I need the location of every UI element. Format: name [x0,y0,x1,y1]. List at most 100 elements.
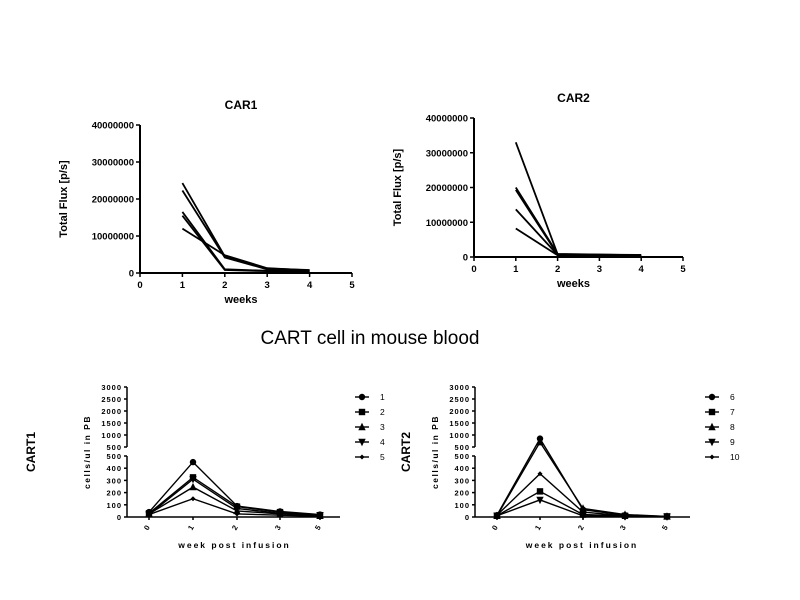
cart1-series-5-point [317,513,323,519]
car2-y-tick-label: 10000000 [426,218,468,229]
cart2-series-7-point [536,488,544,495]
car2-title: CAR2 [557,91,590,105]
car2-x-tick-label: 1 [513,264,519,275]
cart1-ylabel: cells/ul in PB [82,415,92,489]
car2-y-tick-label: 40000000 [426,114,468,125]
cart2-series-10-point [622,513,628,519]
cart2-x-tick-label: 1 [533,524,543,532]
car1-x-tick-label: 2 [222,280,227,291]
cart1-legend-label-2: 2 [380,407,385,417]
cart1-legend-marker-1 [358,393,366,401]
cart1-x-tick-label: 1 [186,524,196,532]
cart1-series-1-point [189,458,197,466]
cart1-y-tick-label: 2500 [101,395,122,404]
car2-ylabel: Total Flux [p/s] [392,148,404,226]
cart2-legend-marker-10 [709,454,715,460]
cart2-legend-label-6: 6 [730,392,735,402]
cart1-x-tick-label: 2 [230,524,240,532]
cart2-y-tick-label: 400 [454,464,470,473]
car2-series-5-line [515,227,642,258]
cart1-series-4-point [233,505,241,513]
car1-series-1-line [181,182,310,271]
cart1-legend-marker-3 [358,422,366,431]
car1-y-tick-label: 10000000 [92,232,134,243]
car1-x-tick-label: 4 [307,280,313,291]
car2-y-tick-label: 20000000 [426,183,468,194]
cart1-series-4-point [189,475,197,484]
cart2-y-tick-label: 200 [454,489,470,498]
cart1-series-5-point [234,511,240,517]
car2-x-tick-label: 5 [680,264,686,275]
cart1-series-5-point [277,512,283,518]
cart1-xlabel: week post infusion [177,540,291,550]
cart2-x-tick-label: 5 [660,524,670,532]
cart1-legend-marker-4 [358,438,366,447]
cart2-legend-marker-7 [708,408,716,416]
cart2-y-tick-label: 2000 [449,407,470,416]
cart2-legend-label-10: 10 [730,452,740,462]
cart2-title: CART2 [399,432,413,472]
car2-x-tick-label: 4 [639,264,645,275]
car2-xlabel: weeks [556,278,590,290]
cart2-y-tick-label: 500 [454,452,470,461]
cart1-y-tick-label: 500 [106,452,122,461]
cart1-y-tick-label: 100 [106,501,122,510]
main-title: CART cell in mouse blood [261,328,480,349]
cart1-y-tick-label: 1000 [101,431,122,440]
cart1-x-tick-label: 3 [273,524,283,532]
car2-y-tick-label: 30000000 [426,148,468,159]
car2-series-2-line [515,187,642,257]
cart2-series-10-point [664,513,670,519]
cart2-y-tick-label: 0 [465,513,470,522]
cart2-legend-marker-9 [708,438,716,447]
car1-x-tick-label: 1 [180,280,186,291]
cart2-y-tick-label: 100 [454,501,470,510]
cart1-title: CART1 [24,432,38,472]
car1-title: CAR1 [225,98,258,112]
car2-x-tick-label: 3 [597,264,602,275]
cart2-x-tick-label: 2 [576,524,586,532]
car1-y-tick-label: 40000000 [92,121,134,132]
cart2-legend-marker-6 [708,393,716,401]
cart2-series-10-point [494,512,500,518]
cart2-series-9-point [579,512,587,520]
car1-ylabel: Total Flux [p/s] [58,160,70,238]
cart1-legend-label-1: 1 [380,392,385,402]
cart1-y-tick-label: 500 [106,443,122,452]
cart1-legend-label-4: 4 [380,437,385,447]
cart2-legend-label-7: 7 [730,407,735,417]
cart2-legend-label-9: 9 [730,437,735,447]
cart1-y-tick-label: 1500 [101,419,122,428]
car2-y-tick-label: 0 [463,253,468,264]
cart2-series-8-point [536,438,544,446]
cart1-series-5-point [146,512,152,518]
cart2-y-tick-label: 2500 [449,395,470,404]
cart2-y-tick-label: 3000 [449,383,470,392]
cart2-y-tick-label: 300 [454,476,470,485]
cart1-legend-label-3: 3 [380,422,385,432]
cart2-series-8-line [496,440,668,518]
cart2-y-tick-label: 1000 [449,431,470,440]
cart1-legend-marker-5 [359,454,365,460]
cart2-series-10-point [580,509,586,515]
car1-x-tick-label: 5 [349,280,355,291]
cart2-legend-marker-8 [708,422,716,431]
car1-y-tick-label: 0 [129,269,134,280]
car2-x-tick-label: 2 [555,264,560,275]
car1-series-2-line [181,190,310,273]
cart1-series-3-point [189,482,197,491]
cart2-y-tick-label: 1500 [449,419,470,428]
cart2-x-tick-label: 0 [490,524,500,532]
cart1-y-tick-label: 400 [106,464,122,473]
cart1-legend-marker-2 [358,408,366,416]
car2-series-3-line [515,189,642,257]
cart1-legend-label-5: 5 [380,452,385,462]
cart2-series-10-point [537,471,543,477]
car2-series-1-line [514,142,642,256]
cart2-xlabel: week post infusion [525,540,639,550]
car1-y-tick-label: 20000000 [92,195,134,206]
car1-y-tick-label: 30000000 [92,158,134,169]
cart2-x-tick-label: 3 [618,524,628,532]
cart1-y-tick-label: 0 [117,513,122,522]
